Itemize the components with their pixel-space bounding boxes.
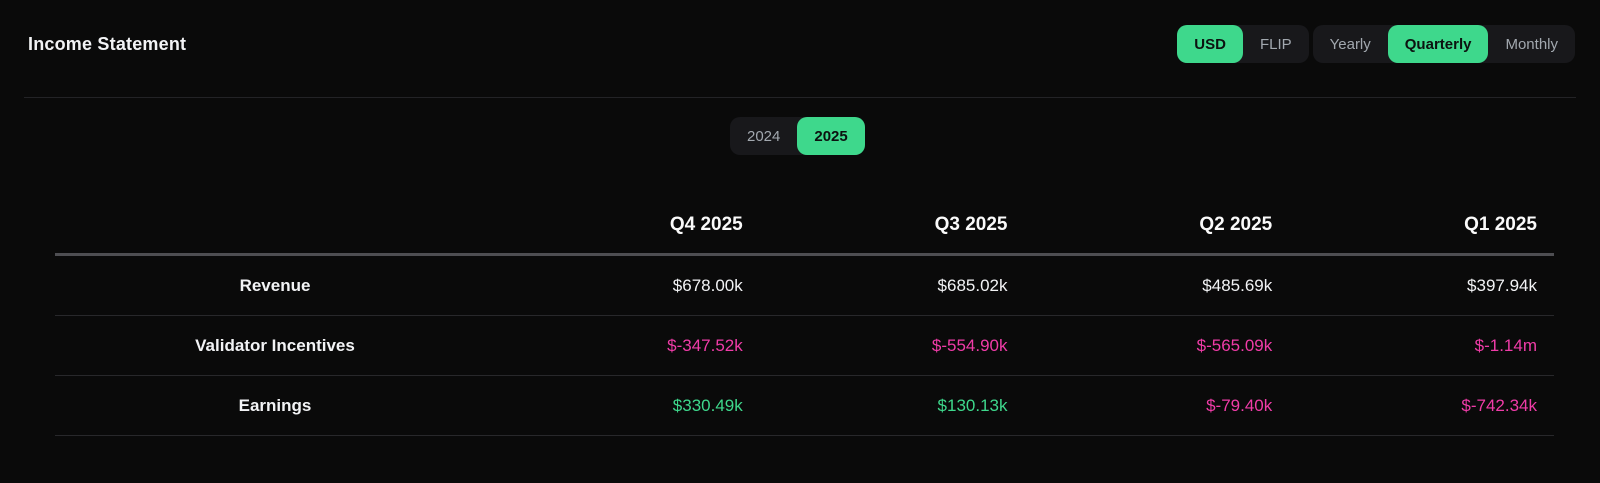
cell-revenue-q3-2025: $685.02k — [759, 256, 1025, 316]
header-controls: USD FLIP Yearly Quarterly Monthly — [1177, 25, 1575, 63]
toggle-quarterly[interactable]: Quarterly — [1387, 25, 1489, 63]
cell-earnings-q4-2025: $330.49k — [495, 376, 760, 436]
column-header-q4-2025: Q4 2025 — [495, 196, 760, 256]
row-label-revenue: Revenue — [55, 256, 495, 316]
toggle-usd[interactable]: USD — [1177, 25, 1243, 63]
toggle-yearly[interactable]: Yearly — [1313, 25, 1388, 63]
year-toggle-group: 2024 2025 — [730, 117, 865, 155]
cell-validator-incentives-q3-2025: $-554.90k — [759, 316, 1025, 376]
row-label-validator-incentives: Validator Incentives — [55, 316, 495, 376]
toggle-flip[interactable]: FLIP — [1243, 25, 1309, 63]
currency-toggle-group: USD FLIP — [1177, 25, 1309, 63]
page-title: Income Statement — [28, 34, 187, 54]
cell-earnings-q3-2025: $130.13k — [759, 376, 1025, 436]
cell-earnings-q2-2025: $-79.40k — [1024, 376, 1290, 436]
year-toggle-wrap: 2024 2025 — [730, 117, 865, 155]
toggle-2025[interactable]: 2025 — [797, 117, 865, 155]
period-toggle-group: Yearly Quarterly Monthly — [1312, 25, 1575, 63]
cell-validator-incentives-q1-2025: $-1.14m — [1289, 316, 1554, 376]
toggle-2024[interactable]: 2024 — [730, 117, 797, 155]
cell-validator-incentives-q4-2025: $-347.52k — [495, 316, 760, 376]
header-divider — [24, 97, 1576, 98]
cell-revenue-q1-2025: $397.94k — [1289, 256, 1554, 316]
cell-validator-incentives-q2-2025: $-565.09k — [1024, 316, 1290, 376]
column-header-q2-2025: Q2 2025 — [1024, 196, 1290, 256]
income-statement-table: Q4 2025 Q3 2025 Q2 2025 Q1 2025 Revenue $678.… — [55, 196, 1554, 436]
column-header-q1-2025: Q1 2025 — [1289, 196, 1554, 256]
cell-revenue-q4-2025: $678.00k — [495, 256, 760, 316]
column-header-q3-2025: Q3 2025 — [759, 196, 1025, 256]
row-label-earnings: Earnings — [55, 376, 495, 436]
cell-earnings-q1-2025: $-742.34k — [1289, 376, 1554, 436]
cell-revenue-q2-2025: $485.69k — [1024, 256, 1290, 316]
toggle-monthly[interactable]: Monthly — [1488, 25, 1575, 63]
table-corner-cell — [55, 196, 495, 256]
